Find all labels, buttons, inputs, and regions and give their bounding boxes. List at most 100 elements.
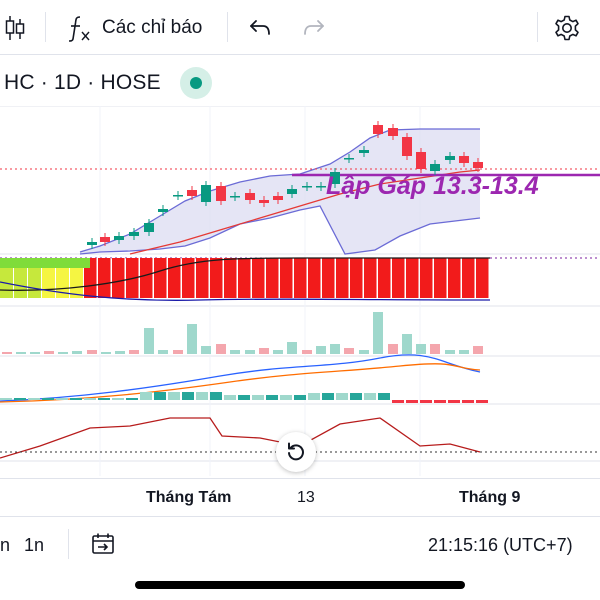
time-axis[interactable]: Tháng Tám 13 Tháng 9	[0, 478, 600, 516]
function-icon	[68, 15, 90, 42]
macd-histogram-bar	[238, 395, 250, 400]
candle-body	[473, 162, 483, 168]
redo-button[interactable]	[298, 0, 330, 55]
macd-histogram-bar	[392, 400, 404, 403]
candle-body	[402, 137, 412, 156]
macd-histogram-bar	[84, 398, 96, 400]
price-chart[interactable]	[0, 106, 600, 476]
bottom-divider	[68, 529, 69, 559]
reset-chart-button[interactable]	[276, 432, 316, 472]
toolbar-divider	[227, 12, 228, 42]
candle-body	[129, 232, 139, 236]
indicator-bar	[210, 258, 223, 298]
chart-annotation-text[interactable]: Lập Gáp 13.3-13.4	[326, 172, 539, 200]
volume-bar	[87, 350, 97, 354]
indicator-bar	[378, 258, 391, 298]
indicator-bar	[238, 258, 251, 298]
time-label-august: Tháng Tám	[146, 489, 232, 506]
volume-bar	[173, 350, 183, 354]
volume-bar	[402, 334, 412, 354]
volume-bar	[216, 344, 226, 354]
macd-histogram-bar	[28, 398, 40, 400]
volume-bar	[445, 350, 455, 354]
volume-bar	[115, 351, 125, 354]
candle-body	[445, 156, 455, 160]
settings-button[interactable]	[550, 0, 584, 55]
volume-bar	[359, 350, 369, 354]
indicator-bar	[14, 266, 27, 298]
indicators-label: Các chỉ báo	[102, 16, 203, 38]
indicator-bar	[70, 266, 83, 298]
candlestick-button[interactable]	[0, 0, 30, 55]
candle-body	[273, 196, 283, 200]
range-button-partial[interactable]: n	[0, 535, 11, 555]
indicator-bar	[168, 258, 181, 298]
candle-body	[245, 193, 255, 200]
volume-bar	[30, 352, 40, 354]
candle-body	[459, 156, 469, 163]
macd-line	[0, 354, 481, 402]
symbol-legend[interactable]: HC · 1D · HOSE	[0, 60, 161, 106]
indicator-bar	[308, 258, 321, 298]
calendar-goto-icon	[92, 533, 114, 554]
volume-bar	[373, 312, 383, 354]
candle-body	[302, 186, 312, 188]
candle-body	[201, 185, 211, 202]
macd-histogram-bar	[322, 393, 334, 400]
candle-body	[114, 236, 124, 240]
indicator-bar	[420, 258, 433, 298]
macd-histogram-bar	[126, 398, 138, 400]
indicator-bar	[224, 258, 237, 298]
indicator-bar	[42, 266, 55, 298]
clock-timezone[interactable]: 21:15:16 (UTC+7)	[428, 535, 573, 555]
indicator-bar	[266, 258, 279, 298]
candle-body	[316, 186, 326, 188]
candle-body	[187, 190, 197, 196]
signal-line	[0, 363, 481, 403]
macd-histogram-bar	[266, 395, 278, 400]
indicators-button[interactable]: Các chỉ báo	[66, 0, 216, 55]
volume-bar	[330, 344, 340, 354]
macd-histogram-bar	[168, 392, 180, 400]
volume-bar	[44, 351, 54, 354]
volume-bar	[259, 348, 269, 354]
macd-histogram-bar	[420, 400, 432, 403]
candlestick-icon	[5, 15, 25, 40]
macd-histogram-bar	[476, 400, 488, 403]
macd-histogram-bar	[252, 395, 264, 400]
candle-body	[416, 152, 426, 169]
macd-histogram-bar	[182, 392, 194, 400]
indicator-bar	[364, 258, 377, 298]
time-label-september: Tháng 9	[459, 489, 521, 506]
volume-bar	[316, 346, 326, 354]
macd-histogram-bar	[448, 400, 460, 403]
range-button-1n[interactable]: 1n	[24, 535, 45, 555]
volume-bar	[201, 346, 211, 354]
bollinger-lower	[79, 205, 481, 255]
indicator-bar	[336, 258, 349, 298]
macd-histogram-bar	[112, 398, 124, 400]
macd-histogram-bar	[224, 395, 236, 400]
volume-bar	[245, 350, 255, 354]
undo-button[interactable]	[244, 0, 276, 55]
indicator-line	[0, 257, 490, 291]
market-status-indicator[interactable]	[180, 67, 212, 99]
indicator-bar	[280, 258, 293, 298]
macd-histogram-bar	[462, 400, 474, 403]
volume-bar	[2, 352, 12, 354]
goto-date-button[interactable]	[90, 531, 116, 562]
home-indicator	[135, 581, 465, 589]
macd-histogram-bar	[434, 400, 446, 403]
volume-bar	[144, 328, 154, 354]
volume-bar	[230, 350, 240, 354]
indicator-bar	[98, 258, 111, 298]
candle-body	[87, 242, 97, 245]
volume-bar	[473, 346, 483, 354]
volume-bar	[459, 350, 469, 354]
macd-histogram-bar	[14, 398, 26, 400]
rsi-line	[0, 417, 481, 459]
status-dot-icon	[190, 77, 202, 89]
candle-body	[359, 150, 369, 153]
indicator-bar	[476, 258, 489, 298]
volume-bar	[101, 352, 111, 354]
